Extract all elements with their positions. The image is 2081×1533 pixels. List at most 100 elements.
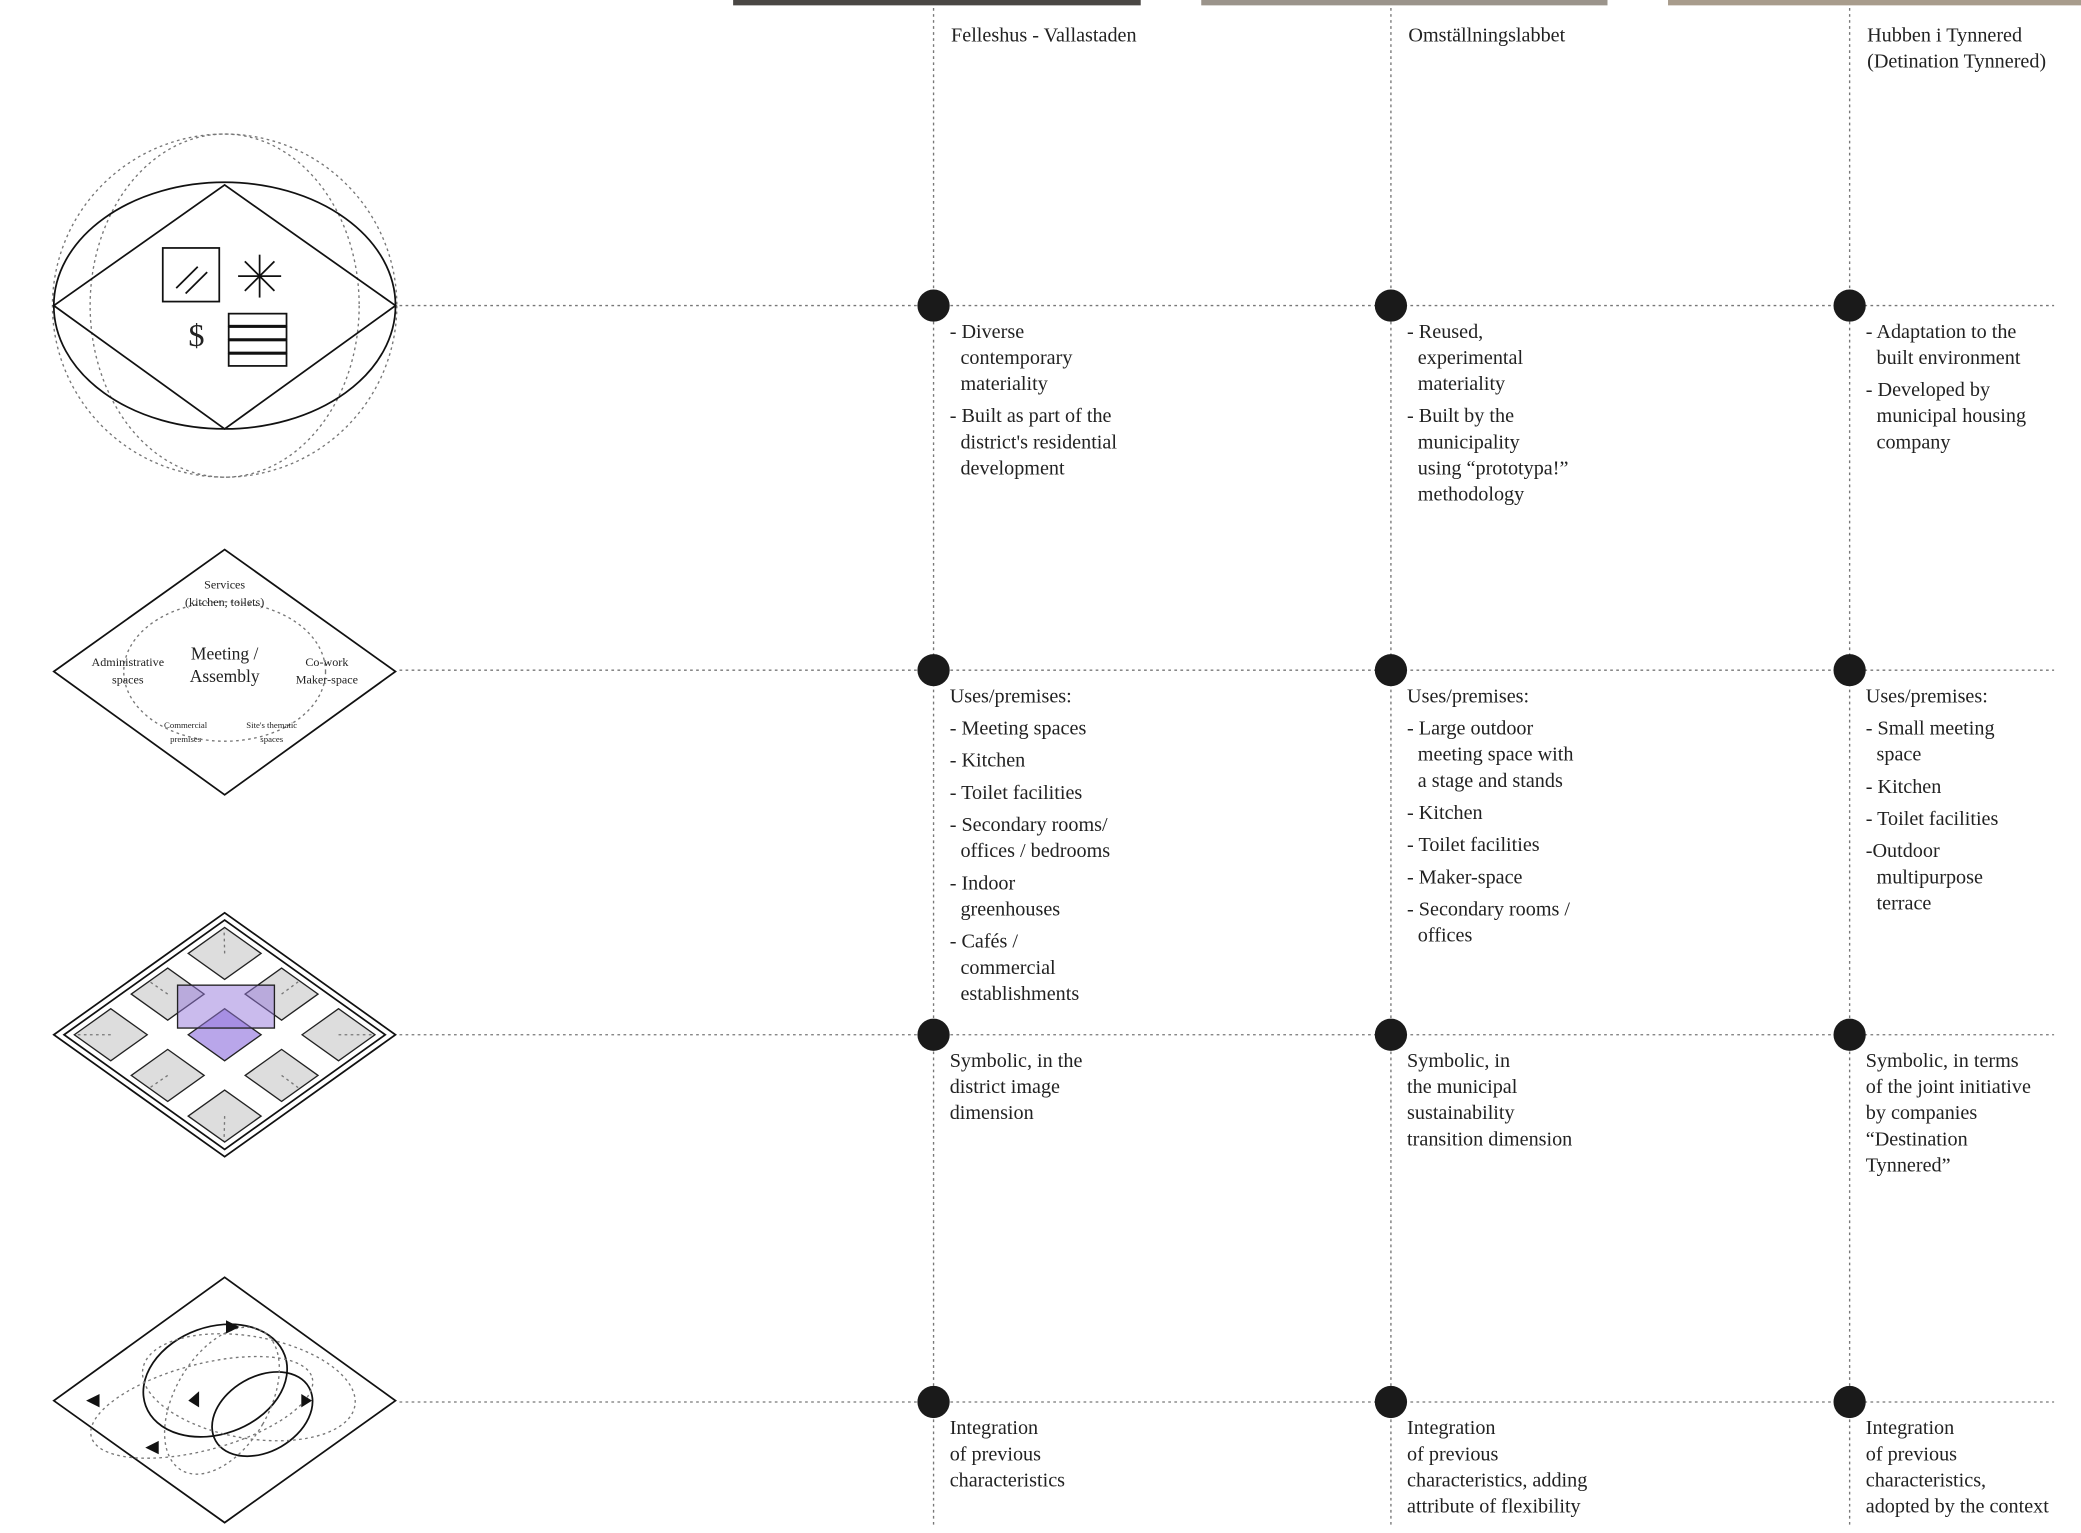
cell-text: - Large outdoor bbox=[1407, 718, 1533, 740]
cell-text: of previous bbox=[1866, 1443, 1957, 1465]
cell-text: contemporary bbox=[960, 347, 1072, 369]
cell-text: - Secondary rooms/ bbox=[950, 814, 1108, 836]
cell-text: greenhouses bbox=[960, 898, 1060, 920]
cell-text: meeting space with bbox=[1418, 744, 1574, 766]
cell-text: offices / bedrooms bbox=[960, 840, 1110, 862]
node bbox=[917, 289, 950, 322]
cell-text: Symbolic, in terms bbox=[1866, 1050, 2019, 1072]
cell-text: “Destination bbox=[1866, 1128, 1968, 1150]
cell-text: space bbox=[1877, 744, 1922, 766]
cell-text: Tynnered” bbox=[1866, 1154, 1951, 1176]
program-label: Maker-space bbox=[296, 673, 358, 687]
node bbox=[1374, 289, 1408, 322]
program-label: (kitchen, toilets) bbox=[185, 595, 264, 609]
cell-text: using “prototypa!” bbox=[1418, 458, 1569, 480]
cell-text: - Cafés / bbox=[950, 931, 1019, 953]
cell-text: municipality bbox=[1418, 431, 1520, 453]
cell-text: characteristics bbox=[950, 1469, 1065, 1491]
cell-text: -Outdoor bbox=[1866, 840, 1940, 862]
cell-text: - Kitchen bbox=[1407, 802, 1483, 824]
cell-text: characteristics, bbox=[1866, 1469, 1986, 1491]
program-label: Commercial bbox=[164, 720, 208, 730]
cell-text: Integration bbox=[1866, 1417, 1954, 1439]
cell-text: materiality bbox=[1418, 373, 1505, 395]
node bbox=[917, 1385, 950, 1419]
cell-text: establishments bbox=[960, 983, 1079, 1005]
program-label: Administrative bbox=[91, 655, 164, 669]
program-label: premises bbox=[170, 734, 202, 744]
cell-text: Uses/premises: bbox=[1407, 685, 1529, 707]
cell-text: offices bbox=[1418, 925, 1473, 947]
cell-text: - Adaptation to the bbox=[1866, 321, 2017, 343]
node bbox=[1374, 654, 1408, 687]
cell-text: experimental bbox=[1418, 347, 1524, 369]
cell-text: development bbox=[960, 458, 1065, 480]
volume bbox=[176, 984, 276, 1029]
column-title: Hubben i Tynnered bbox=[1867, 25, 2022, 47]
node bbox=[917, 1018, 950, 1051]
program-label: spaces bbox=[112, 673, 144, 687]
spatial-icon bbox=[52, 911, 397, 1158]
cell-text: - Kitchen bbox=[950, 750, 1026, 772]
cell-text: district's residential bbox=[960, 431, 1117, 453]
cell-text: a stage and stands bbox=[1418, 770, 1563, 792]
cell-text: - Kitchen bbox=[1866, 776, 1942, 798]
node bbox=[1833, 289, 1866, 322]
cell-text: Integration bbox=[1407, 1417, 1495, 1439]
cell-text: municipal housing bbox=[1877, 405, 2027, 427]
materiality-icon: $ bbox=[51, 133, 398, 478]
program-label: Services bbox=[204, 577, 245, 591]
cell-text: attribute of flexibility bbox=[1407, 1496, 1581, 1518]
node bbox=[1374, 1018, 1408, 1051]
cell-text: built environment bbox=[1877, 347, 2021, 369]
cell-text: by companies bbox=[1866, 1102, 1978, 1124]
cell-text: of the joint initiative bbox=[1866, 1076, 2031, 1098]
cell-text: Uses/premises: bbox=[1866, 685, 1988, 707]
cell-text: - Toilet facilities bbox=[950, 782, 1083, 804]
cell-text: terrace bbox=[1877, 892, 1932, 914]
cell-text: adopted by the context bbox=[1866, 1496, 2049, 1518]
outline bbox=[52, 911, 397, 1158]
cell-text: dimension bbox=[950, 1102, 1034, 1124]
cell-text: - Indoor bbox=[950, 872, 1016, 894]
cell-text: Symbolic, in bbox=[1407, 1050, 1510, 1072]
column-title: (Detination Tynnered) bbox=[1867, 51, 2046, 73]
column-title: Omställningslabbet bbox=[1408, 25, 1565, 47]
node bbox=[917, 654, 950, 687]
cell-text: - Meeting spaces bbox=[950, 718, 1087, 740]
node bbox=[1833, 1385, 1866, 1419]
cell-text: - Maker-space bbox=[1407, 866, 1523, 888]
cell-text: of previous bbox=[950, 1443, 1041, 1465]
node bbox=[1374, 1385, 1408, 1419]
cell-text: characteristics, adding bbox=[1407, 1469, 1587, 1491]
cell-text: methodology bbox=[1418, 484, 1524, 506]
outline bbox=[62, 919, 387, 1151]
cell-text: - Toilet facilities bbox=[1866, 808, 1999, 830]
cell-text: - Built by the bbox=[1407, 405, 1514, 427]
program-label: Co-work bbox=[305, 655, 349, 669]
cell-text: - Secondary rooms / bbox=[1407, 898, 1570, 920]
cell-text: Uses/premises: bbox=[950, 685, 1072, 707]
flow-arrow bbox=[223, 1116, 226, 1141]
cell-text: company bbox=[1877, 431, 1951, 453]
flow-arrow bbox=[223, 929, 226, 954]
cell-text: Integration bbox=[950, 1417, 1038, 1439]
program-label: Assembly bbox=[190, 666, 260, 686]
cell-text: Symbolic, in the bbox=[950, 1050, 1083, 1072]
cell-text: - Reused, bbox=[1407, 321, 1483, 343]
cell-text: - Diverse bbox=[950, 321, 1025, 343]
node bbox=[1833, 1018, 1866, 1051]
photo-strip bbox=[733, 0, 1141, 6]
program-label: spaces bbox=[260, 734, 283, 744]
program-label: Meeting / bbox=[191, 643, 259, 663]
cell-text: commercial bbox=[960, 957, 1056, 979]
program-label: Site's thematic bbox=[246, 720, 297, 730]
cell-text: of previous bbox=[1407, 1443, 1498, 1465]
column-title: Felleshus - Vallastaden bbox=[951, 25, 1137, 47]
cell-text: materiality bbox=[960, 373, 1047, 395]
cell-text: - Small meeting bbox=[1866, 718, 1995, 740]
cell-text: the municipal bbox=[1407, 1076, 1518, 1098]
cell-text: transition dimension bbox=[1407, 1128, 1572, 1150]
cell-text: multipurpose bbox=[1877, 866, 1983, 888]
